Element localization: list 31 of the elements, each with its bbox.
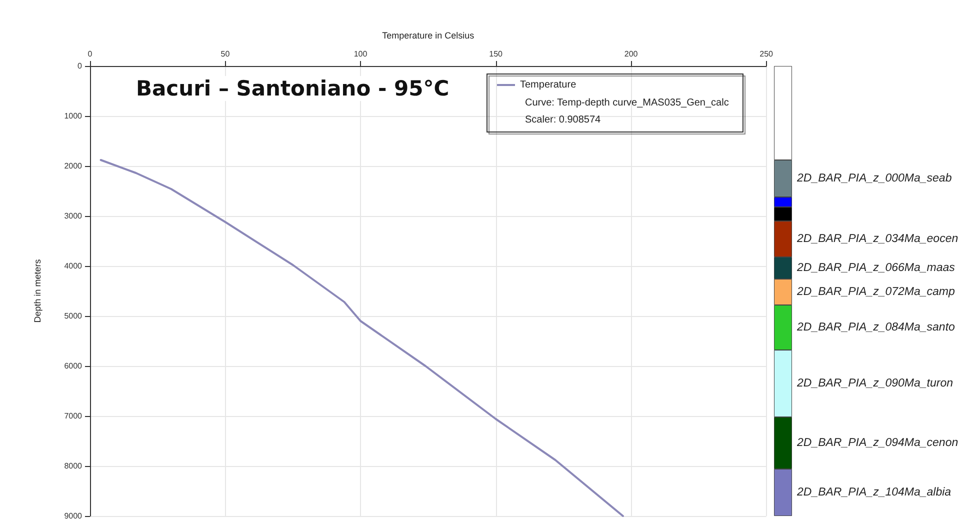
y-tick-label: 5000 (64, 312, 83, 320)
series-label: 2D_BAR_PIA_z_066Ma_maas (796, 262, 956, 274)
series-label: 2D_BAR_PIA_z_072Ma_camp (796, 286, 956, 298)
annotation: Curve: Temp-depth curve_MAS035_Gen_calc (525, 98, 729, 108)
x-tick-label: 100 (354, 50, 368, 58)
series-label: 2D_BAR_PIA_z_034Ma_eocen (796, 233, 958, 245)
y-axis-title: Depth in meters (32, 258, 42, 323)
x-tick-label: 150 (489, 50, 504, 58)
annotation: Scaler: 0.908574 (525, 114, 602, 126)
line-series (100, 159, 624, 517)
series-label: 2D_BAR_PIA_z_084Ma_santo (796, 322, 956, 334)
series-label: 2D_BAR_PIA_z_094Ma_cenon (796, 437, 958, 449)
series-label: 2D_BAR_PIA_z_000Ma_seab (796, 172, 952, 184)
y-tick-label: 0 (78, 62, 83, 70)
y-tick-label: 2000 (64, 162, 83, 170)
y-tick-label: 1000 (64, 112, 83, 120)
x-axis-title: Temperature in Celsius (382, 30, 475, 40)
y-tick-label: 3000 (64, 212, 83, 220)
x-tick-label: 200 (624, 50, 638, 58)
y-tick-label: 9000 (64, 512, 83, 520)
x-tick-label: 50 (220, 50, 230, 58)
y-tick-label: 8000 (64, 462, 83, 470)
y-tick-label: 7000 (64, 412, 83, 420)
series-label: 2D_BAR_PIA_z_104Ma_albia (796, 486, 952, 498)
legend-label: Temperature (520, 80, 577, 90)
y-tick-label: 4000 (64, 262, 83, 270)
x-tick-label: 0 (88, 50, 93, 58)
text: Bacuri – Santoniano - 95°C (136, 76, 450, 100)
x-tick-label: 250 (760, 50, 774, 58)
y-tick-label: 6000 (64, 362, 83, 370)
series-label: 2D_BAR_PIA_z_090Ma_turon (796, 378, 953, 390)
